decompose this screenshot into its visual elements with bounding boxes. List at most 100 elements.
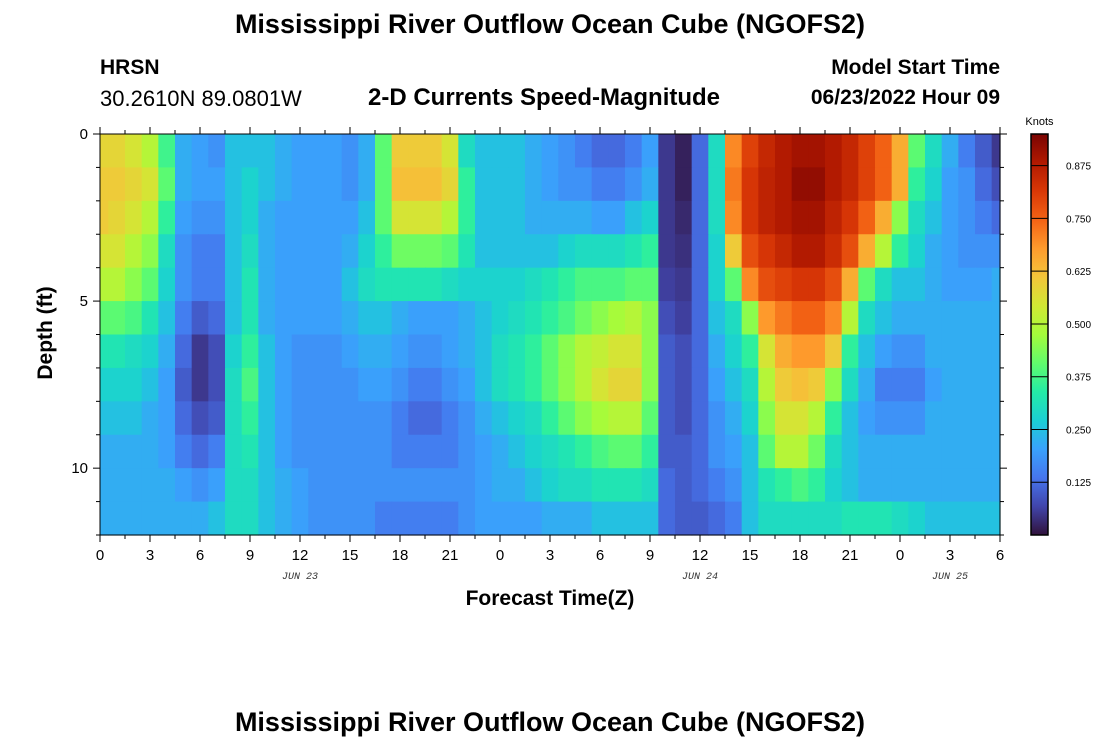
- heatmap-cell: [358, 334, 376, 369]
- heatmap-cell: [775, 367, 793, 402]
- heatmap-cell: [725, 501, 743, 536]
- heatmap-cell: [875, 267, 893, 302]
- heatmap-cell: [675, 401, 693, 436]
- heatmap-cell: [641, 167, 659, 202]
- heatmap-cell: [575, 234, 593, 269]
- x-tick-label: 9: [246, 547, 254, 564]
- heatmap-cell: [908, 301, 926, 336]
- heatmap-cell: [925, 134, 943, 169]
- heatmap-cell: [675, 434, 693, 469]
- heatmap-cell: [241, 501, 259, 536]
- heatmap-cell: [391, 367, 409, 402]
- heatmap-cell: [641, 367, 659, 402]
- heatmap-cell: [841, 167, 859, 202]
- date-labels: JUN 23 JUN 24 JUN 25: [282, 572, 968, 583]
- heatmap-cell: [391, 334, 409, 369]
- heatmap-cell: [208, 167, 226, 202]
- x-tick-label: 0: [496, 547, 504, 564]
- heatmap-cell: [341, 367, 359, 402]
- heatmap-cell: [808, 434, 826, 469]
- heatmap-cell: [425, 267, 443, 302]
- heatmap-cell: [141, 434, 159, 469]
- model-start-value: 06/23/2022 Hour 09: [810, 86, 1000, 109]
- heatmap-cell: [425, 501, 443, 536]
- heatmap-cell: [258, 434, 276, 469]
- heatmap-cell: [608, 434, 626, 469]
- heatmap-cell: [408, 167, 426, 202]
- heatmap-cell: [575, 501, 593, 536]
- heatmap-cell: [541, 501, 559, 536]
- heatmap-cell: [241, 167, 259, 202]
- heatmap-cell: [708, 334, 726, 369]
- heatmap-cell: [325, 301, 343, 336]
- heatmap-cell: [208, 434, 226, 469]
- heatmap-cell: [108, 501, 126, 536]
- heatmap-cell: [575, 334, 593, 369]
- heatmap-cell: [208, 468, 226, 503]
- heatmap-cell: [191, 301, 209, 336]
- heatmap-cell: [625, 334, 643, 369]
- heatmap-cell: [558, 167, 576, 202]
- heatmap-cell: [241, 134, 259, 169]
- chart-main-title: Mississippi River Outflow Ocean Cube (NG…: [234, 9, 866, 39]
- heatmap-cell: [141, 167, 159, 202]
- heatmap-cell: [591, 267, 609, 302]
- heatmap-cell: [741, 468, 759, 503]
- heatmap-cell: [908, 434, 926, 469]
- heatmap-cell: [408, 200, 426, 235]
- heatmap-cell: [241, 434, 259, 469]
- colorbar-tick-label: 0.500: [1066, 320, 1091, 331]
- heatmap-cell: [875, 501, 893, 536]
- heatmap-cell: [425, 367, 443, 402]
- heatmap-cell: [108, 434, 126, 469]
- heatmap-cell: [675, 501, 693, 536]
- heatmap-cell: [658, 267, 676, 302]
- heatmap-cell: [241, 468, 259, 503]
- heatmap-cell: [308, 334, 326, 369]
- heatmap-cell: [275, 267, 293, 302]
- heatmap-cell: [758, 501, 776, 536]
- x-tick-label: 0: [96, 547, 104, 564]
- heatmap-cell: [708, 401, 726, 436]
- heatmap-cell: [758, 200, 776, 235]
- heatmap-cell: [841, 367, 859, 402]
- y-tick-label: 10: [71, 460, 88, 477]
- heatmap-cell: [191, 501, 209, 536]
- heatmap-cell: [441, 468, 459, 503]
- heatmap-cell: [158, 200, 176, 235]
- heatmap-cell: [941, 468, 959, 503]
- heatmap-cell: [641, 501, 659, 536]
- heatmap-cell: [941, 334, 959, 369]
- heatmap-cell: [525, 234, 543, 269]
- heatmap-cell: [641, 301, 659, 336]
- colorbar: Knots 0.125 0.250 0.375 0.500 0.625 0.750 0.87…: [1025, 116, 1091, 536]
- heatmap-cell: [641, 200, 659, 235]
- heatmap-cell: [925, 334, 943, 369]
- heatmap-cell: [641, 401, 659, 436]
- heatmap-cell: [591, 334, 609, 369]
- heatmap-cell: [858, 167, 876, 202]
- heatmap-cell: [458, 200, 476, 235]
- heatmap-cell: [441, 367, 459, 402]
- heatmap-cell: [100, 434, 109, 469]
- heatmap-cell: [475, 367, 493, 402]
- x-tick-label: 6: [196, 547, 204, 564]
- heatmap-cell: [275, 501, 293, 536]
- heatmap-cell: [408, 501, 426, 536]
- heatmap-cell: [491, 301, 509, 336]
- heatmap-cell: [308, 434, 326, 469]
- y-tick-label: 5: [80, 293, 88, 310]
- heatmap-cell: [258, 401, 276, 436]
- heatmap-cell: [691, 334, 709, 369]
- heatmap-cell: [725, 134, 743, 169]
- heatmap-cell: [408, 301, 426, 336]
- heatmap-cell: [691, 401, 709, 436]
- x-tick-label: 18: [792, 547, 809, 564]
- x-tick-label: 3: [946, 547, 954, 564]
- heatmap-cell: [441, 434, 459, 469]
- heatmap-cell: [591, 401, 609, 436]
- heatmap-cell: [425, 167, 443, 202]
- heatmap-cell: [341, 334, 359, 369]
- heatmap-cell: [391, 167, 409, 202]
- heatmap-cell: [325, 401, 343, 436]
